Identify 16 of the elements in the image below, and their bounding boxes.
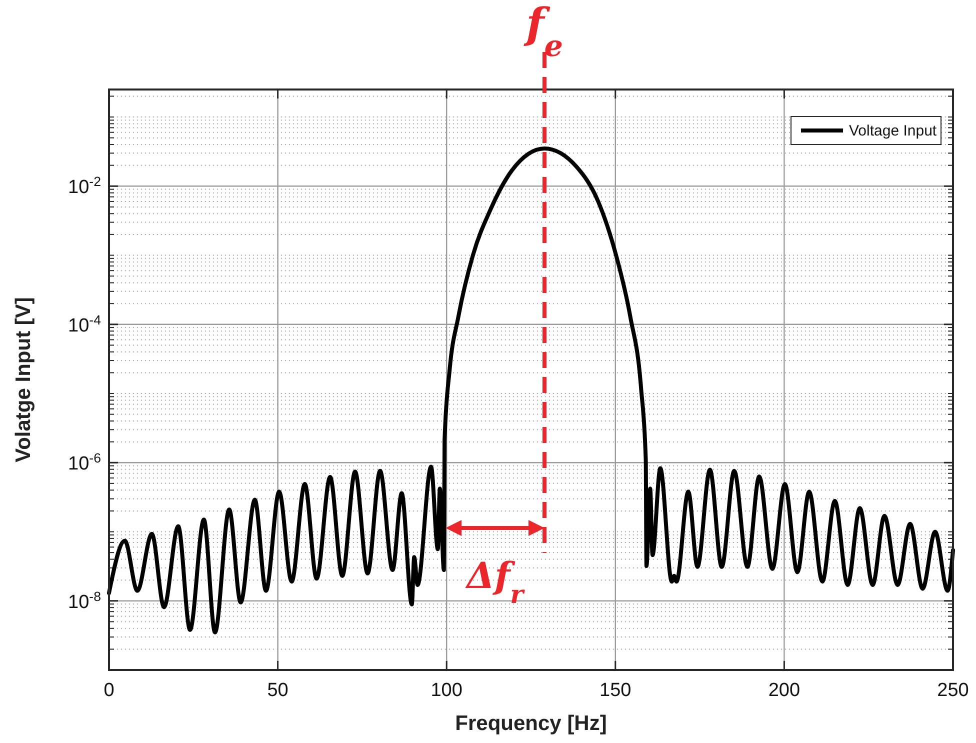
x-tick-label: 200 [768,680,800,701]
y-axis-title: Volatge Input [V] [12,297,35,462]
y-tick-label: 10$^{-4}$ [68,312,101,336]
y-tick-label: 10$^{-2}$ [68,174,101,198]
ref-line-label: f$_{e}$ [523,0,563,62]
annotation: Δf$_{r}$ [464,555,526,609]
line-series [107,146,955,634]
y-tick-label: 10$^{-6}$ [68,450,101,475]
x-tick-label: 0 [104,680,114,701]
x-tick-label: 150 [600,680,632,701]
x-tick-label: 250 [937,680,969,701]
x-tick-label: 50 [267,680,288,701]
legend-label: Voltage Input [849,122,938,140]
x-tick-label: 100 [430,680,462,701]
y-tick-label: 10$^{-8}$ [68,588,101,613]
x-axis-title: Frequency [Hz] [455,712,607,735]
